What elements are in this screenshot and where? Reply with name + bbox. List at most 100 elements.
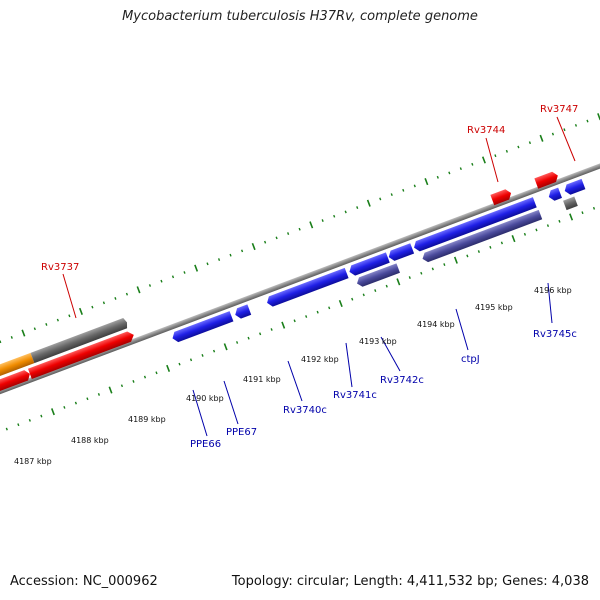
gene-label-ppe67: PPE67 [226,427,257,438]
minor-tick [420,271,423,275]
major-tick [136,286,141,294]
major-tick [597,113,600,121]
gene-label-rv3744: Rv3744 [467,125,505,136]
gene-label-ppe66: PPE66 [190,439,221,450]
minor-tick [97,392,101,396]
major-tick [338,299,343,308]
minor-tick [178,362,181,366]
minor-tick [5,427,8,431]
gene-label-rv3745c: Rv3745c [533,329,577,340]
kbp-label: 4195 kbp [475,303,513,312]
gene-rv3745c-b [564,178,586,195]
minor-tick [275,236,278,240]
minor-tick [546,224,550,228]
minor-tick [293,319,296,323]
major-tick [108,386,113,394]
gene-ppe67 [235,304,252,319]
minor-tick [574,123,578,127]
minor-tick [558,219,561,223]
major-tick [281,321,286,329]
minor-tick [212,349,216,353]
minor-tick [356,206,359,210]
minor-tick [114,297,117,300]
minor-tick [402,188,405,192]
minor-tick [551,132,555,136]
callout-line-rv3741c [345,342,353,388]
minor-tick [125,292,129,296]
minor-tick [459,167,462,171]
minor-tick [160,279,163,283]
minor-tick [563,128,566,132]
minor-tick [28,418,31,422]
minor-tick [333,214,336,218]
major-tick [453,256,458,264]
minor-tick [466,254,469,258]
genome-summary-text: Topology: circular; Length: 4,411,532 bp… [231,574,589,589]
kbp-label: 4194 kbp [417,320,455,329]
minor-tick [189,358,193,362]
minor-tick [385,284,388,288]
gene-rev-slate-b [422,209,543,263]
major-tick [251,242,256,251]
kbp-label: 4192 kbp [301,355,339,364]
minor-tick [91,305,94,309]
major-tick [21,329,26,337]
gene-forward-red-b [27,331,134,380]
callout-line-rv3744 [485,137,499,183]
kbp-label: 4188 kbp [71,436,109,445]
minor-tick [143,375,147,379]
major-tick [424,178,429,186]
gene-forward-red-rv3744 [490,189,512,206]
callout-line-rv3740c [287,360,303,402]
gene-label-rv3742c: Rv3742c [380,375,424,386]
minor-tick [183,271,186,274]
callout-line-ppe66 [192,389,208,437]
minor-tick [374,289,377,292]
callout-line-ppe67 [223,380,239,425]
major-tick [50,408,55,416]
minor-tick [390,193,393,197]
minor-tick [379,197,382,201]
minor-tick [448,171,451,175]
minor-tick [171,275,175,279]
minor-tick [523,232,527,236]
minor-tick [443,263,446,266]
kbp-label: 4190 kbp [186,394,224,403]
minor-tick [206,262,209,266]
major-tick [366,199,371,207]
minor-tick [74,401,77,405]
major-tick [166,364,171,372]
minor-tick [201,354,204,357]
major-tick [223,343,228,351]
minor-tick [305,315,308,318]
minor-tick [240,249,244,253]
minor-tick [17,423,20,427]
minor-tick [120,384,124,388]
kbp-label: 4193 kbp [359,337,397,346]
minor-tick [408,276,411,279]
major-tick [194,264,199,272]
major-tick [309,221,314,229]
major-tick [78,307,83,315]
major-tick [569,213,574,221]
minor-tick [489,245,492,249]
gene-label-rv3747: Rv3747 [540,104,578,115]
minor-tick [40,414,43,418]
lower-tick-track [5,206,596,431]
minor-tick [528,141,532,145]
gene-rev-gray [563,196,578,211]
minor-tick [321,219,324,222]
kbp-label: 4187 kbp [14,457,52,466]
major-tick [539,134,544,142]
minor-tick [259,332,262,336]
kbp-label: 4191 kbp [243,375,281,384]
minor-tick [229,253,232,257]
gene-label-rv3741c: Rv3741c [333,390,377,401]
kbp-label: 4189 kbp [128,415,166,424]
minor-tick [235,341,239,344]
minor-tick [45,323,48,326]
major-tick [481,156,486,164]
minor-tick [247,336,250,340]
minor-tick [33,327,36,331]
callout-line-rv3747 [556,116,576,162]
